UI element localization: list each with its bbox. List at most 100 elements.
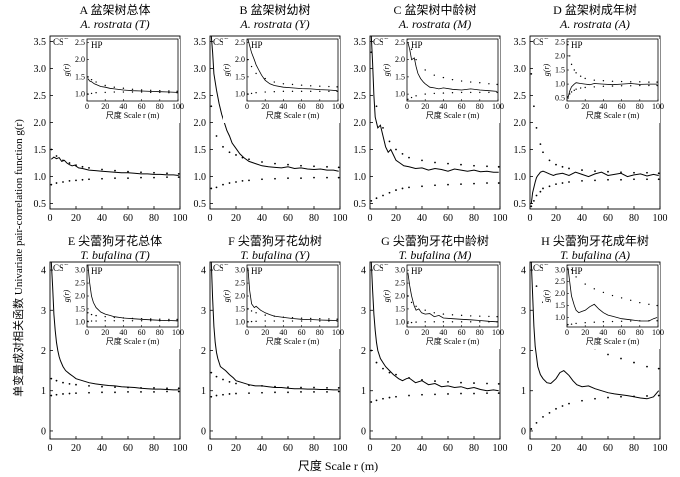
upper-envelope-point (248, 158, 250, 161)
upper-envelope-point (210, 105, 213, 108)
inset-x-tick-label: 60 (138, 328, 146, 337)
lower-envelope-point (68, 179, 71, 182)
lower-envelope-point (555, 407, 557, 410)
y-tick-label: 0.5 (514, 199, 527, 210)
inset-x-tick-label: 0 (85, 328, 89, 337)
y-tick-label: 1 (201, 386, 206, 397)
upper-envelope-point (434, 161, 436, 164)
inset-observed-line (247, 39, 338, 92)
inset-upper-envelope-point (451, 78, 454, 81)
inset-upper-envelope-point (442, 76, 445, 79)
inset-x-tick-label: 20 (581, 328, 589, 337)
inset-y-tick-label: 1.5 (555, 301, 565, 310)
panel-title: B 盆架树幼树 (239, 2, 310, 17)
x-tick-label: 60 (283, 443, 293, 454)
inset-upper-envelope-point (131, 88, 134, 90)
lower-envelope-point (215, 186, 218, 189)
upper-envelope-point (460, 163, 462, 166)
upper-envelope-point (530, 72, 533, 75)
x-tick-label: 100 (653, 443, 668, 454)
inset-lower-envelope-point (433, 92, 435, 95)
inset-upper-envelope-point (593, 288, 595, 290)
inset-upper-envelope-point (104, 315, 106, 318)
upper-envelope-point (375, 105, 378, 108)
inset-y-tick-label: 3.0 (395, 266, 405, 275)
inset-upper-envelope-point (630, 299, 632, 301)
lower-envelope-point (114, 391, 116, 394)
upper-envelope-point (633, 361, 635, 364)
inset-ylabel: g(r) (62, 289, 71, 302)
lower-envelope-point (408, 394, 410, 397)
inset-upper-envelope-point (451, 314, 454, 316)
y-tick-label: 2.0 (194, 118, 207, 129)
panel-title: G 尖蕾狗牙花中龄树 (381, 233, 489, 248)
hp-label: HP (571, 40, 583, 50)
inset-upper-envelope-point (488, 83, 490, 85)
inset-upper-envelope-point (424, 69, 426, 71)
inset-upper-envelope-point (648, 303, 650, 306)
y-tick-label: 1 (41, 386, 46, 397)
inset-x-tick-label: 60 (458, 102, 466, 111)
inset-upper-envelope-point (95, 81, 97, 83)
inset-y-tick-label: 2.5 (395, 38, 405, 47)
lower-envelope-point (421, 393, 423, 396)
inset-lower-envelope-point (410, 321, 413, 324)
inset-upper-envelope-point (496, 83, 498, 86)
inset-upper-envelope-point (291, 317, 294, 319)
csr-label: CSR (533, 263, 550, 273)
y-tick-label: 2.0 (354, 118, 367, 129)
upper-envelope-point (228, 380, 231, 383)
upper-envelope-point (542, 151, 544, 154)
inset-upper-envelope-point (264, 314, 266, 316)
upper-envelope-point (50, 377, 53, 380)
lower-envelope-point (486, 392, 488, 395)
inset-lower-envelope-point (291, 320, 294, 322)
inset-ylabel: g(r) (542, 289, 551, 302)
upper-envelope-point (166, 387, 168, 390)
inset-lower-envelope-point (87, 93, 89, 95)
inset-lower-envelope-point (104, 320, 106, 322)
upper-envelope-point (274, 162, 276, 165)
inset-lower-envelope-point (460, 91, 463, 94)
inset-upper-envelope-point (95, 314, 97, 317)
inset-lower-envelope-point (451, 321, 454, 323)
inset-upper-envelope-point (433, 312, 435, 314)
inset-upper-envelope-point (567, 43, 569, 46)
inset-upper-envelope-point (611, 80, 614, 82)
inset-lower-envelope-point (113, 320, 116, 322)
y-tick-label: 2 (41, 346, 46, 357)
y-tick-label: 1.0 (354, 172, 367, 183)
lower-envelope-point (497, 182, 500, 184)
x-tick-label: 40 (417, 443, 427, 454)
x-tick-label: 80 (469, 213, 479, 224)
x-tick-label: 20 (391, 443, 401, 454)
inset-x-tick-label: 20 (101, 102, 109, 111)
upper-envelope-point (127, 170, 129, 173)
inset-lower-envelope-point (602, 85, 605, 88)
inset-lower-envelope-point (247, 321, 249, 323)
x-tick-label: 0 (48, 213, 53, 224)
x-tick-label: 0 (368, 443, 373, 454)
inset-upper-envelope-point (319, 318, 321, 320)
inset-background (383, 265, 500, 349)
inset-upper-envelope-point (140, 89, 143, 91)
lower-envelope-point (497, 392, 500, 395)
lower-envelope-point (222, 183, 224, 186)
lower-envelope-point (401, 187, 404, 190)
inset-y-tick-label: 1.0 (75, 317, 85, 326)
lower-envelope-point (473, 182, 475, 185)
y-tick-label: 3.5 (514, 37, 527, 48)
inset-lower-envelope-point (570, 323, 573, 325)
inset-lower-envelope-point (648, 84, 650, 87)
inset-upper-envelope-point (593, 79, 595, 81)
inset-xlabel: 尺度 Scale r (m) (426, 336, 480, 346)
lower-envelope-point (50, 183, 53, 186)
panel-title: A 盆架树总体 (79, 2, 150, 17)
upper-envelope-point (326, 165, 328, 168)
upper-envelope-point (460, 381, 462, 384)
inset-observed-line (407, 42, 498, 92)
inset-lower-envelope-point (407, 322, 409, 324)
hp-label: HP (411, 266, 423, 276)
inset-lower-envelope-point (250, 92, 253, 95)
upper-envelope-point (210, 371, 213, 374)
